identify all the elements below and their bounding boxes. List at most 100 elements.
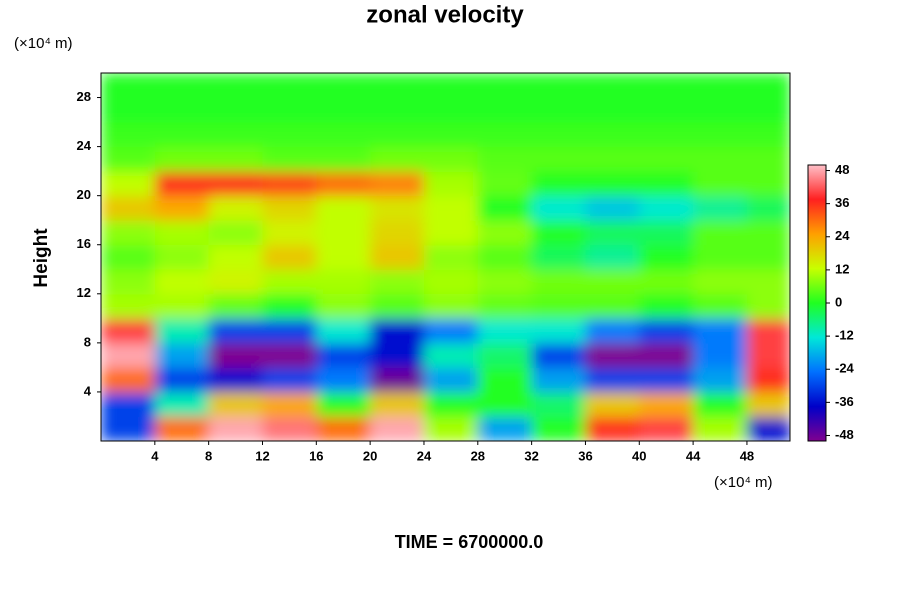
cell — [208, 269, 263, 295]
cell — [693, 195, 748, 221]
colorbar-tick-label: 36 — [835, 195, 849, 210]
cell — [746, 293, 790, 319]
cell — [101, 97, 156, 123]
cell — [693, 367, 748, 393]
cell — [208, 391, 263, 417]
cell — [531, 195, 586, 221]
cell — [154, 97, 210, 123]
cell — [101, 244, 156, 270]
cell — [477, 171, 533, 197]
cell — [101, 367, 156, 393]
cell — [101, 416, 156, 441]
cell — [585, 195, 640, 221]
cell — [423, 97, 479, 123]
cell — [262, 367, 317, 393]
y-tick-label: 8 — [84, 334, 91, 349]
cell — [477, 318, 533, 344]
cell — [423, 269, 479, 295]
colorbar-tick-label: 12 — [835, 261, 849, 276]
cell — [477, 293, 533, 319]
cell — [746, 367, 790, 393]
cell — [316, 195, 371, 221]
cell — [423, 73, 479, 99]
cell — [639, 269, 694, 295]
cell — [639, 244, 694, 270]
cell — [101, 195, 156, 221]
cell — [316, 171, 371, 197]
cell — [477, 244, 533, 270]
cell — [477, 220, 533, 246]
cell — [693, 73, 748, 99]
colorbar-tick-label: 0 — [835, 294, 842, 309]
y-tick-label: 12 — [77, 285, 91, 300]
cell — [639, 342, 694, 368]
cell — [316, 269, 371, 295]
cell — [693, 318, 748, 344]
cell — [316, 416, 371, 441]
cell — [746, 391, 790, 417]
cell — [101, 220, 156, 246]
cell — [316, 244, 371, 270]
x-tick-label: 4 — [151, 448, 159, 463]
cell — [101, 342, 156, 368]
cell — [316, 391, 371, 417]
cell — [639, 367, 694, 393]
cell — [316, 220, 371, 246]
y-unit: (×10⁴ m) — [14, 35, 73, 52]
cell — [585, 146, 640, 172]
cell — [101, 269, 156, 295]
cell — [370, 269, 425, 295]
cell — [262, 97, 317, 123]
cell — [746, 73, 790, 99]
cell — [423, 318, 479, 344]
x-tick-label: 32 — [524, 448, 538, 463]
cell — [746, 171, 790, 197]
cell — [208, 220, 263, 246]
cell — [477, 146, 533, 172]
cell — [316, 367, 371, 393]
cell — [423, 391, 479, 417]
cell — [370, 342, 425, 368]
cell — [316, 122, 371, 148]
colorbar — [807, 164, 827, 442]
cell — [208, 171, 263, 197]
cell — [693, 171, 748, 197]
cell — [423, 122, 479, 148]
cell — [208, 73, 263, 99]
cell — [154, 416, 210, 441]
x-tick-label: 44 — [686, 448, 701, 463]
cell — [101, 146, 156, 172]
colorbar-tick-label: 48 — [835, 162, 849, 177]
x-tick-label: 12 — [255, 448, 269, 463]
cell — [154, 391, 210, 417]
x-tick-label: 48 — [740, 448, 754, 463]
cell — [585, 97, 640, 123]
x-tick-label: 36 — [578, 448, 592, 463]
cell — [531, 73, 586, 99]
cell — [531, 171, 586, 197]
cell — [262, 293, 317, 319]
cell — [154, 342, 210, 368]
cell — [101, 171, 156, 197]
colorbar-tick-label: -12 — [835, 328, 854, 343]
cell — [262, 416, 317, 441]
cell — [477, 195, 533, 221]
cell — [262, 244, 317, 270]
cell — [154, 244, 210, 270]
cell — [639, 146, 694, 172]
cell — [693, 293, 748, 319]
cell — [101, 122, 156, 148]
cell — [208, 146, 263, 172]
cell — [316, 146, 371, 172]
cell — [531, 122, 586, 148]
cell — [262, 391, 317, 417]
cell — [746, 416, 790, 441]
x-unit: (×10⁴ m) — [714, 474, 773, 491]
cell — [208, 97, 263, 123]
time-label: TIME = 6700000.0 — [395, 532, 544, 552]
cell — [154, 318, 210, 344]
cell — [639, 122, 694, 148]
cell — [101, 391, 156, 417]
cell — [639, 171, 694, 197]
cell — [154, 122, 210, 148]
